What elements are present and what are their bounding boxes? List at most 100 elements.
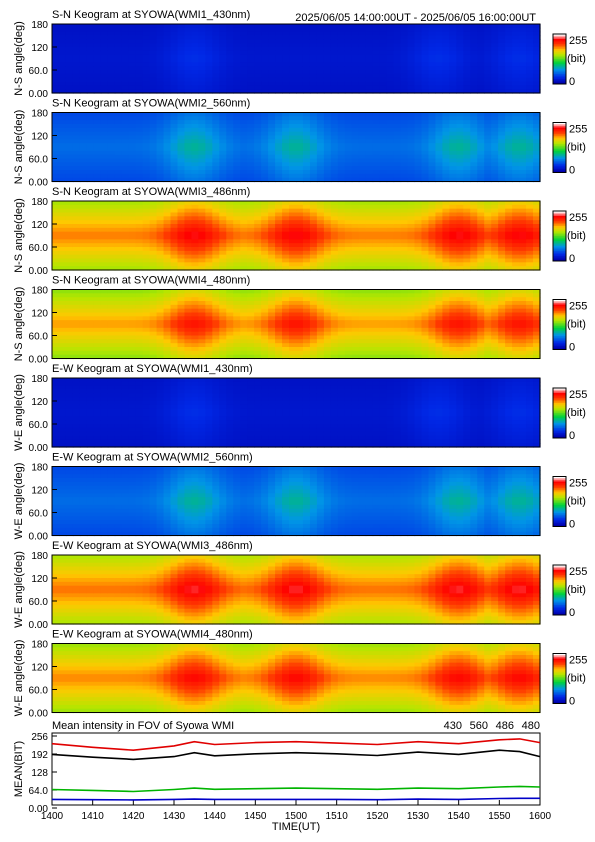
heatmap-cell (337, 324, 346, 329)
heatmap-cell (442, 73, 450, 79)
heatmap-cell (114, 50, 123, 56)
heatmap-cell (407, 247, 416, 252)
heatmap-cell (177, 173, 186, 179)
heatmap-cell (463, 135, 471, 140)
heatmap-cell (205, 224, 213, 229)
heatmap-cell (233, 173, 241, 179)
heatmap-cell (212, 350, 220, 356)
heatmap-cell (198, 116, 206, 121)
heatmap-cell (491, 154, 499, 160)
heatmap-cell (323, 227, 332, 233)
heatmap-cell (344, 166, 353, 171)
heatmap-cell (372, 254, 381, 260)
heatmap-cell (247, 201, 255, 206)
heatmap-cell (233, 354, 241, 360)
heatmap-cell (100, 347, 109, 352)
heatmap-cell (93, 120, 102, 125)
heatmap-cell (498, 247, 506, 252)
heatmap-cell (58, 343, 67, 348)
heatmap-cell (421, 47, 430, 52)
heatmap-cell (79, 354, 88, 360)
heatmap-cell (198, 324, 206, 329)
heatmap-cell (435, 324, 443, 329)
heatmap-cell (400, 235, 409, 240)
heatmap-cell (191, 50, 199, 56)
heatmap-cell (505, 212, 513, 217)
heatmap-cell (316, 262, 325, 267)
heatmap-cell (323, 24, 332, 29)
heatmap-cell (114, 147, 123, 152)
heatmap-cell (309, 335, 318, 340)
heatmap-cell (79, 166, 88, 171)
heatmap-cell (100, 339, 109, 344)
heatmap-cell (128, 266, 137, 271)
colorbar-segment (553, 236, 566, 239)
heatmap-cell (177, 293, 186, 298)
heatmap-cell (365, 177, 374, 183)
heatmap-cell (316, 212, 325, 217)
heatmap-cell (414, 166, 423, 171)
heatmap-cell (163, 293, 172, 298)
heatmap-cell (205, 335, 213, 340)
heatmap-cell (233, 77, 241, 83)
heatmap-cell (351, 201, 360, 206)
heatmap-cell (233, 320, 241, 325)
heatmap-cell (456, 289, 464, 294)
heatmap-cell (198, 124, 206, 129)
colorbar-segment (553, 169, 566, 172)
heatmap-cell (128, 224, 137, 229)
heatmap-cell (219, 216, 227, 221)
heatmap-cell (282, 289, 290, 294)
heatmap-cell (107, 120, 116, 125)
heatmap-cell (365, 335, 374, 340)
heatmap-cell (435, 354, 443, 360)
heatmap-cell (498, 124, 506, 129)
heatmap-cell (337, 297, 346, 302)
heatmap-cell (135, 258, 144, 263)
heatmap-cell (379, 166, 388, 171)
heatmap-cell (121, 135, 130, 140)
heatmap-cell (107, 77, 116, 83)
heatmap-cell (442, 347, 450, 352)
heatmap-cell (226, 112, 234, 117)
heatmap-cell (400, 347, 409, 352)
heatmap-cell (372, 147, 381, 152)
heatmap-cell (58, 135, 67, 140)
heatmap-cell (156, 266, 165, 271)
heatmap-cell (449, 120, 457, 125)
heatmap-cell (449, 227, 457, 233)
heatmap-cell (393, 289, 402, 294)
heatmap-cell (121, 85, 130, 90)
heatmap-cell (323, 147, 332, 152)
heatmap-cell (184, 327, 193, 333)
heatmap-cell (282, 331, 290, 337)
heatmap-cell (93, 43, 102, 48)
heatmap-cell (79, 135, 88, 140)
heatmap-cell (163, 173, 172, 179)
heatmap-cell (233, 331, 241, 337)
heatmap-cell (282, 66, 290, 71)
keogram-panel: S-N Keogram at SYOWA(WMI3_486nm)18012060… (13, 186, 587, 277)
heatmap-cell (219, 204, 227, 210)
heatmap-cell (100, 158, 109, 163)
heatmap-cell (414, 135, 423, 140)
heatmap-cell (296, 139, 304, 144)
heatmap-cell (372, 201, 381, 206)
heatmap-cell (282, 58, 290, 63)
heatmap-cell (142, 208, 151, 214)
heatmap-cell (526, 27, 534, 33)
heatmap-cell (107, 235, 116, 240)
heatmap-cell (372, 308, 381, 314)
heatmap-cell (268, 124, 276, 129)
heatmap-cell (198, 47, 206, 52)
heatmap-cell (316, 158, 325, 163)
heatmap-cell (184, 258, 193, 263)
heatmap-cell (184, 243, 193, 248)
heatmap-cell (93, 312, 102, 317)
heatmap-cell (93, 124, 102, 129)
heatmap-cell (323, 266, 332, 271)
y-tick-label: 120 (31, 132, 48, 143)
heatmap-cell (414, 354, 423, 360)
heatmap-cell (505, 173, 513, 179)
heatmap-cell (526, 254, 534, 260)
